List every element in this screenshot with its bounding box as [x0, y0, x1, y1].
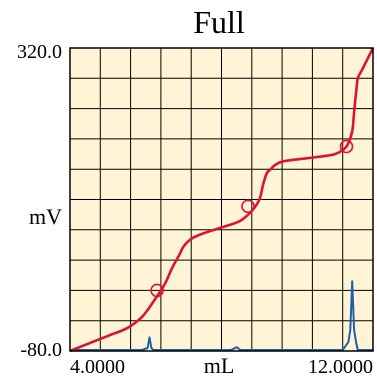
- equivalence-point-marker: [241, 199, 255, 214]
- y-tick-label-min: -80.0: [20, 339, 62, 361]
- plot-frame: [69, 47, 374, 352]
- equivalence-point-marker: [150, 283, 164, 298]
- y-tick-label-max: 320.0: [17, 41, 62, 63]
- equivalence-point-marker: [339, 139, 354, 154]
- x-tick-label-min: 4.0000: [70, 356, 125, 378]
- titration-series-line: [69, 47, 375, 353]
- grid-lines: [70, 48, 373, 351]
- chart-title: Full: [193, 4, 245, 40]
- x-axis-label: mL: [204, 353, 235, 378]
- derivative-series-line: [70, 280, 373, 351]
- series-layer: [69, 47, 375, 353]
- x-tick-label-max: 12.0000: [308, 356, 373, 378]
- y-axis-label: mV: [29, 204, 62, 229]
- marker-layer: [150, 139, 354, 298]
